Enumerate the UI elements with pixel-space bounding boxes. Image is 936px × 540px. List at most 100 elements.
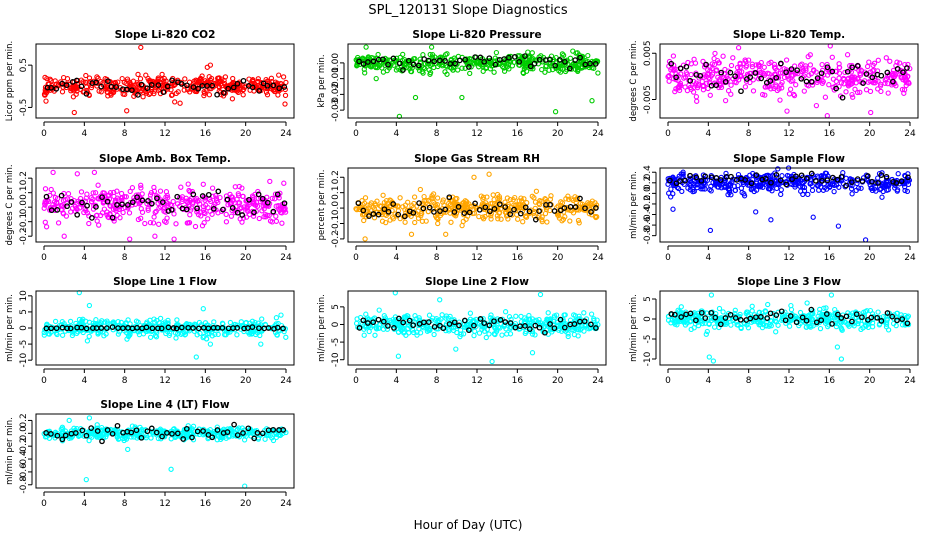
data-point [186, 187, 192, 194]
data-point [272, 196, 278, 202]
data-point [786, 323, 793, 329]
data-point [266, 212, 272, 219]
data-point [382, 211, 388, 218]
data-point [435, 216, 441, 222]
hourly-point [824, 64, 831, 71]
data-point [153, 208, 159, 215]
data-point [707, 92, 713, 98]
data-point [713, 68, 719, 74]
hourly-point [859, 178, 866, 184]
data-point [790, 72, 796, 79]
hourly-point [667, 177, 673, 184]
data-point [830, 181, 836, 188]
panel-title: Slope Li-820 CO2 [115, 29, 216, 41]
hourly-point [531, 60, 538, 67]
hourly-point [264, 199, 271, 206]
data-point [819, 67, 826, 74]
data-point [207, 341, 214, 347]
data-point [370, 316, 376, 322]
data-point [887, 58, 893, 64]
data-point [451, 212, 458, 218]
data-point [151, 184, 157, 191]
hourly-point [551, 208, 558, 214]
hourly-point [437, 208, 443, 214]
data-point [50, 169, 56, 176]
data-point [843, 175, 849, 181]
data-point [694, 98, 700, 104]
hourly-point [778, 60, 784, 67]
hourly-point [536, 324, 543, 331]
data-point [495, 216, 501, 222]
data-point [525, 49, 531, 55]
hourly-point [215, 188, 222, 195]
hourly-point [123, 86, 130, 93]
data-point [552, 109, 559, 115]
x-tick-label: 0 [353, 129, 359, 139]
data-point [431, 199, 437, 206]
hourly-point [511, 54, 518, 60]
data-point [126, 210, 133, 216]
data-point [672, 318, 678, 324]
hourly-point [451, 209, 458, 215]
hourly-point [476, 206, 483, 213]
data-point [94, 422, 100, 428]
data-point [878, 81, 884, 87]
data-point [849, 182, 855, 189]
data-point [742, 84, 749, 90]
data-point [229, 96, 236, 102]
data-point [566, 196, 572, 203]
hourly-point [798, 75, 805, 82]
data-point [480, 214, 486, 220]
y-tick-label: 0.0 [331, 201, 341, 216]
data-point [783, 67, 789, 73]
data-point [581, 310, 587, 316]
data-point [95, 182, 101, 188]
hourly-point [727, 69, 734, 76]
data-point [427, 327, 433, 333]
x-tick-label: 20 [552, 253, 564, 263]
data-point [127, 236, 133, 242]
data-point [410, 329, 417, 336]
data-point [362, 195, 369, 201]
data-point [693, 94, 700, 100]
data-point [753, 209, 759, 215]
x-tick-label: 4 [81, 129, 87, 139]
x-tick-label: 20 [240, 129, 252, 139]
hourly-point [256, 88, 263, 94]
hourly-point [48, 325, 55, 332]
data-point [200, 306, 206, 312]
data-point [749, 61, 755, 67]
data-point [448, 219, 454, 225]
hourly-point [507, 211, 514, 218]
data-point [42, 186, 49, 192]
hourly-point [380, 56, 386, 63]
data-point [543, 196, 549, 203]
hourly-point [878, 318, 885, 324]
data-point [675, 317, 681, 323]
data-point [246, 430, 252, 436]
data-point [280, 74, 287, 80]
x-tick-label: 8 [434, 129, 440, 139]
hourly-point [693, 174, 700, 181]
data-point [123, 436, 130, 442]
data-point [99, 210, 106, 216]
data-point [88, 430, 94, 437]
data-point [267, 218, 274, 224]
hourly-point [139, 197, 146, 204]
data-point [522, 213, 529, 220]
data-point [564, 67, 570, 73]
data-point [450, 67, 456, 73]
data-point [720, 53, 726, 59]
data-point [707, 227, 714, 234]
data-point [77, 86, 84, 92]
data-point [94, 212, 100, 218]
data-point [223, 211, 229, 218]
data-point [871, 186, 877, 192]
data-point [412, 219, 418, 226]
data-point [537, 320, 544, 326]
hourly-point [713, 175, 720, 181]
hourly-point [410, 209, 417, 216]
data-point [192, 223, 199, 230]
hourly-point [522, 53, 528, 59]
